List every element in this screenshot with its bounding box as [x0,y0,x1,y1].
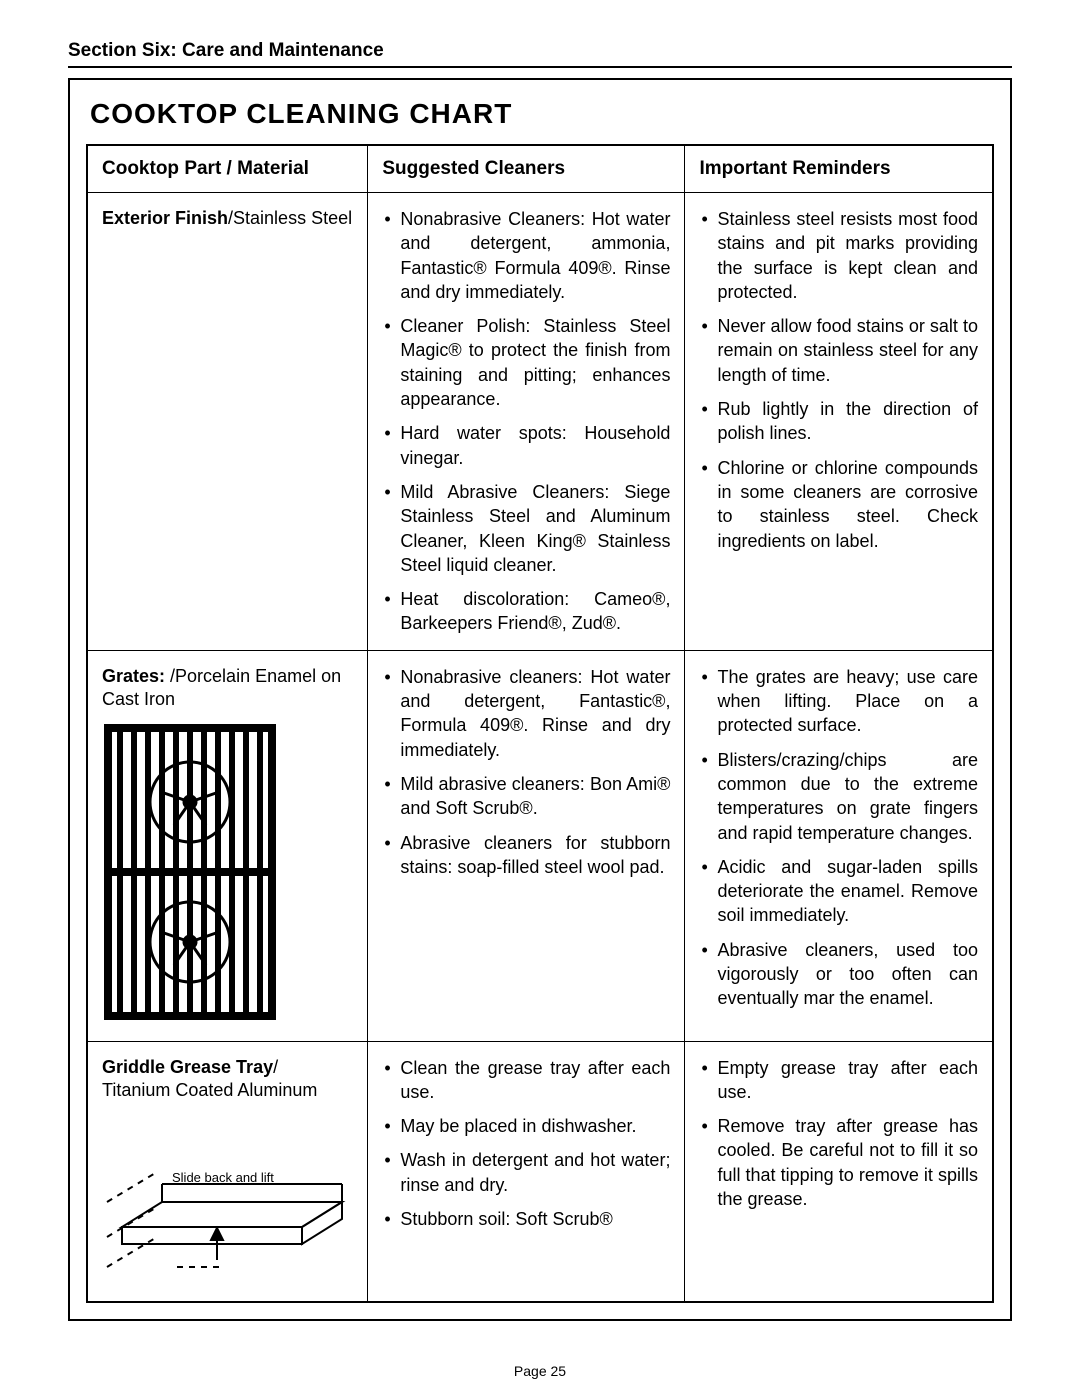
chart-frame: COOKTOP CLEANING CHART Cooktop Part / Ma… [68,78,1012,1321]
list-item: Blisters/crazing/chips are common due to… [699,748,978,845]
page-number: Page 25 [0,1363,1080,1379]
list-item: The grates are heavy; use care when lift… [699,665,978,738]
list-item: Wash in detergent and hot water; rinse a… [382,1148,670,1197]
cell-reminders: The grates are heavy; use care when lift… [685,650,993,1041]
list-item: Clean the grease tray after each use. [382,1056,670,1105]
list-item: Empty grease tray after each use. [699,1056,978,1105]
col-cleaners: Suggested Cleaners [368,145,685,193]
col-part: Cooktop Part / Material [87,145,368,193]
list-item: May be placed in dishwasher. [382,1114,670,1138]
chart-title: COOKTOP CLEANING CHART [90,98,994,130]
section-header: Section Six: Care and Maintenance [68,40,1012,68]
cell-reminders: Empty grease tray after each use. Remove … [685,1041,993,1302]
list-item: Abrasive cleaners for stubborn stains: s… [382,831,670,880]
list-item: Nonabrasive cleaners: Hot water and dete… [382,665,670,762]
cleaners-list: Nonabrasive cleaners: Hot water and dete… [382,665,670,879]
cell-part: Griddle Grease Tray/Titanium Coated Alum… [87,1041,368,1302]
col-reminders: Important Reminders [685,145,993,193]
list-item: Cleaner Polish: Stainless Steel Magic® t… [382,314,670,411]
reminders-list: Empty grease tray after each use. Remove … [699,1056,978,1212]
list-item: Rub lightly in the direction of polish l… [699,397,978,446]
list-item: Stubborn soil: Soft Scrub® [382,1207,670,1231]
list-item: Stainless steel resists most food stains… [699,207,978,304]
cleaners-list: Clean the grease tray after each use. May… [382,1056,670,1232]
part-label: Exterior Finish/Stainless Steel [102,207,353,230]
table-row: Exterior Finish/Stainless Steel Nonabrasi… [87,193,993,651]
cell-part: Exterior Finish/Stainless Steel [87,193,368,651]
list-item: Acidic and sugar-laden spills deteriorat… [699,855,978,928]
reminders-list: The grates are heavy; use care when lift… [699,665,978,1011]
list-item: Hard water spots: Household vinegar. [382,421,670,470]
list-item: Mild abrasive cleaners: Bon Ami® and Sof… [382,772,670,821]
cell-part: Grates: /Porcelain Enamel on Cast Iron [87,650,368,1041]
table-header-row: Cooktop Part / Material Suggested Cleane… [87,145,993,193]
list-item: Never allow food stains or salt to remai… [699,314,978,387]
tray-illustration: Slide back and lift [102,1132,353,1287]
list-item: Chlorine or chlorine compounds in some c… [699,456,978,553]
part-label: Grates: /Porcelain Enamel on Cast Iron [102,665,353,712]
list-item: Heat discoloration: Cameo®, Barkeepers F… [382,587,670,636]
list-item: Nonabrasive Cleaners: Hot water and dete… [382,207,670,304]
table-row: Grates: /Porcelain Enamel on Cast Iron N… [87,650,993,1041]
grate-illustration [102,722,353,1027]
cell-cleaners: Nonabrasive cleaners: Hot water and dete… [368,650,685,1041]
cell-cleaners: Clean the grease tray after each use. May… [368,1041,685,1302]
cleaning-table: Cooktop Part / Material Suggested Cleane… [86,144,994,1303]
list-item: Remove tray after grease has cooled. Be … [699,1114,978,1211]
svg-text:Slide back and lift: Slide back and lift [172,1170,274,1185]
reminders-list: Stainless steel resists most food stains… [699,207,978,553]
list-item: Mild Abrasive Cleaners: Siege Stainless … [382,480,670,577]
table-row: Griddle Grease Tray/Titanium Coated Alum… [87,1041,993,1302]
list-item: Abrasive cleaners, used too vigorously o… [699,938,978,1011]
cell-reminders: Stainless steel resists most food stains… [685,193,993,651]
cell-cleaners: Nonabrasive Cleaners: Hot water and dete… [368,193,685,651]
part-label: Griddle Grease Tray/Titanium Coated Alum… [102,1056,353,1103]
cleaners-list: Nonabrasive Cleaners: Hot water and dete… [382,207,670,636]
